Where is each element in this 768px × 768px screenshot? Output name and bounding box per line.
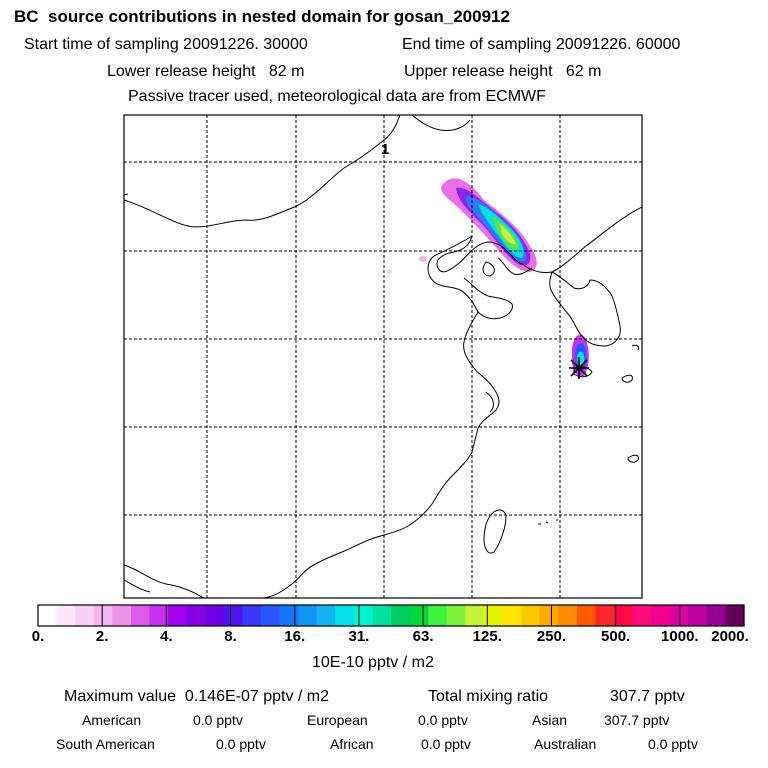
colorbar-cell xyxy=(688,605,708,626)
colorbar-cell xyxy=(632,605,652,626)
colorbar-cell xyxy=(279,605,299,626)
asian-value: 307.7 pptv xyxy=(604,712,670,728)
colorbar-cell xyxy=(223,605,243,626)
colorbar-cell xyxy=(335,605,355,626)
colorbar-tick-label: 125. xyxy=(472,628,502,645)
colorbar-cell xyxy=(651,605,671,626)
lower-height-label: Lower release height 82 m xyxy=(107,63,305,80)
colorbar-cell xyxy=(353,605,374,626)
colorbar-cell xyxy=(465,605,485,626)
colorbar-cell xyxy=(725,605,745,626)
colorbar-cell xyxy=(576,605,596,626)
colorbar-tick-label: 1000. xyxy=(661,628,699,645)
colorbar-cell xyxy=(391,605,411,626)
total-mixing-value: 307.7 pptv xyxy=(610,688,685,705)
grid-label: 1 xyxy=(381,141,389,158)
colorbar-tick-label: 2000. xyxy=(711,628,749,645)
colorbar-cell xyxy=(38,605,58,626)
colorbar-tick-label: 0. xyxy=(31,628,45,645)
colorbar-units: 10E-10 pptv / m2 xyxy=(312,654,434,671)
colorbar-cell xyxy=(260,605,281,626)
colorbar-frame xyxy=(37,604,745,627)
coastlines xyxy=(124,115,642,598)
australian-label: Australian xyxy=(534,736,597,752)
colorbar-tick-label: 63. xyxy=(412,628,434,645)
south-american-label: South American xyxy=(56,736,155,752)
colorbar-tick-label: 4. xyxy=(160,628,173,645)
lat-lon-grid xyxy=(124,115,642,598)
european-label: European xyxy=(307,712,368,728)
colorbar xyxy=(37,604,745,627)
stray-spot xyxy=(419,256,427,262)
colorbar-tick-label: 31. xyxy=(348,628,370,645)
american-label: American xyxy=(82,712,142,728)
colorbar-cell xyxy=(75,605,95,626)
south-american-value: 0.0 pptv xyxy=(216,736,266,752)
colorbar-tick-label: 250. xyxy=(536,628,567,645)
colorbar-cell xyxy=(409,605,429,626)
colorbar-cell xyxy=(205,605,225,626)
plume-receptor xyxy=(572,334,589,377)
colorbar-cell xyxy=(539,605,559,626)
colorbar-cell xyxy=(372,605,392,626)
colorbar-cell xyxy=(316,605,336,626)
colorbar-cell xyxy=(521,605,541,626)
african-label: African xyxy=(330,736,374,752)
colorbar-tick-label: 2. xyxy=(95,628,109,645)
colorbar-cell xyxy=(669,605,689,626)
australian-value: 0.0 pptv xyxy=(648,736,698,752)
total-mixing-label: Total mixing ratio xyxy=(428,688,549,705)
colorbar-cell xyxy=(483,605,504,626)
african-value: 0.0 pptv xyxy=(421,736,471,752)
plume-main xyxy=(441,178,537,272)
colorbar-cell xyxy=(613,605,634,626)
stray-spot xyxy=(386,270,392,274)
colorbar-tick-label: 500. xyxy=(601,628,631,645)
colorbar-cell xyxy=(446,605,466,626)
colorbar-cell xyxy=(558,605,578,626)
maximum-value: Maximum value 0.146E-07 pptv / m2 xyxy=(64,688,330,705)
colorbar-cell xyxy=(56,605,76,626)
receptor-star-marker xyxy=(569,357,589,379)
start-time-label: Start time of sampling 20091226. 30000 xyxy=(24,36,308,53)
upper-height-label: Upper release height 62 m xyxy=(404,63,602,80)
colorbar-tick-label: 16. xyxy=(284,628,306,645)
colorbar-cell xyxy=(93,605,113,626)
colorbar-cell xyxy=(242,605,262,626)
colorbar-cell xyxy=(168,605,188,626)
map-frame xyxy=(123,114,643,599)
colorbar-cell xyxy=(149,605,169,626)
chart-title: BC source contributions in nested domain… xyxy=(14,7,510,26)
colorbar-cell xyxy=(186,605,206,626)
colorbar-cell xyxy=(706,605,727,626)
colorbar-cell xyxy=(428,605,448,626)
colorbar-cell xyxy=(595,605,615,626)
colorbar-cell xyxy=(298,605,318,626)
colorbar-cell xyxy=(502,605,522,626)
american-value: 0.0 pptv xyxy=(193,712,243,728)
end-time-label: End time of sampling 20091226. 60000 xyxy=(402,36,681,53)
tracer-note: Passive tracer used, meteorological data… xyxy=(128,88,546,105)
colorbar-cell xyxy=(112,605,132,626)
asian-label: Asian xyxy=(532,712,568,728)
colorbar-tick-label: 8. xyxy=(224,628,237,645)
colorbar-cell xyxy=(130,605,151,626)
european-value: 0.0 pptv xyxy=(418,712,468,728)
